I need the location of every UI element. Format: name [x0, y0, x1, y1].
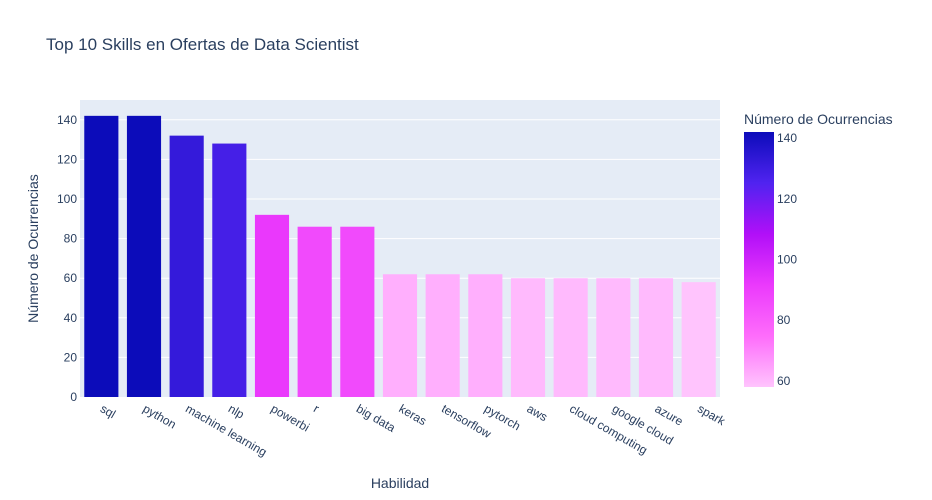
- bar: [638, 278, 674, 397]
- y-tick-label: 20: [64, 350, 78, 364]
- x-tick-label: sql: [98, 401, 118, 421]
- x-tick-label: spark: [695, 401, 728, 428]
- colorbar-tick-label: 60: [777, 374, 791, 388]
- bar: [510, 278, 546, 397]
- bar: [212, 143, 247, 397]
- colorbar-tick-label: 100: [777, 253, 797, 267]
- x-tick-label: r: [311, 401, 321, 415]
- bar: [169, 135, 204, 397]
- bar: [340, 226, 375, 397]
- x-tick-label: aws: [525, 401, 550, 424]
- bar: [254, 214, 290, 397]
- colorbar-tick-label: 80: [777, 313, 791, 327]
- y-tick-label: 100: [57, 192, 77, 206]
- y-axis-title: Número de Ocurrencias: [25, 174, 41, 323]
- bar: [425, 274, 460, 397]
- x-axis-title: Habilidad: [371, 475, 429, 491]
- bar: [596, 278, 631, 397]
- colorbar-tick-label: 120: [777, 192, 797, 206]
- x-tick-label: big data: [354, 401, 398, 435]
- y-tick-label: 60: [64, 271, 78, 285]
- y-tick-label: 40: [64, 311, 78, 325]
- bar: [297, 226, 332, 397]
- colorbar-tick-label: 140: [777, 131, 797, 145]
- bar: [382, 274, 418, 397]
- y-tick-label: 140: [57, 113, 77, 127]
- x-tick-label: python: [141, 401, 179, 431]
- colorbar: [744, 132, 774, 387]
- chart-title: Top 10 Skills en Ofertas de Data Scienti…: [46, 35, 359, 54]
- colorbar-title: Número de Ocurrencias: [744, 111, 893, 127]
- bar: [553, 278, 588, 397]
- y-tick-label: 0: [70, 390, 77, 404]
- bar: [126, 115, 162, 397]
- bar: [468, 274, 503, 397]
- bars: [84, 115, 716, 397]
- y-axis-ticks: 0 20 40 60 80 100 120 140: [57, 113, 77, 404]
- y-tick-label: 80: [64, 232, 78, 246]
- x-tick-label: keras: [397, 401, 429, 428]
- x-tick-label: machine learning: [183, 401, 269, 459]
- x-tick-label: powerbi: [269, 401, 312, 434]
- x-tick-label: nlp: [226, 401, 247, 421]
- y-tick-label: 120: [57, 152, 77, 166]
- bar: [681, 282, 716, 397]
- bar: [84, 115, 119, 397]
- colorbar-ticks: 60 80 100 120 140: [777, 131, 797, 388]
